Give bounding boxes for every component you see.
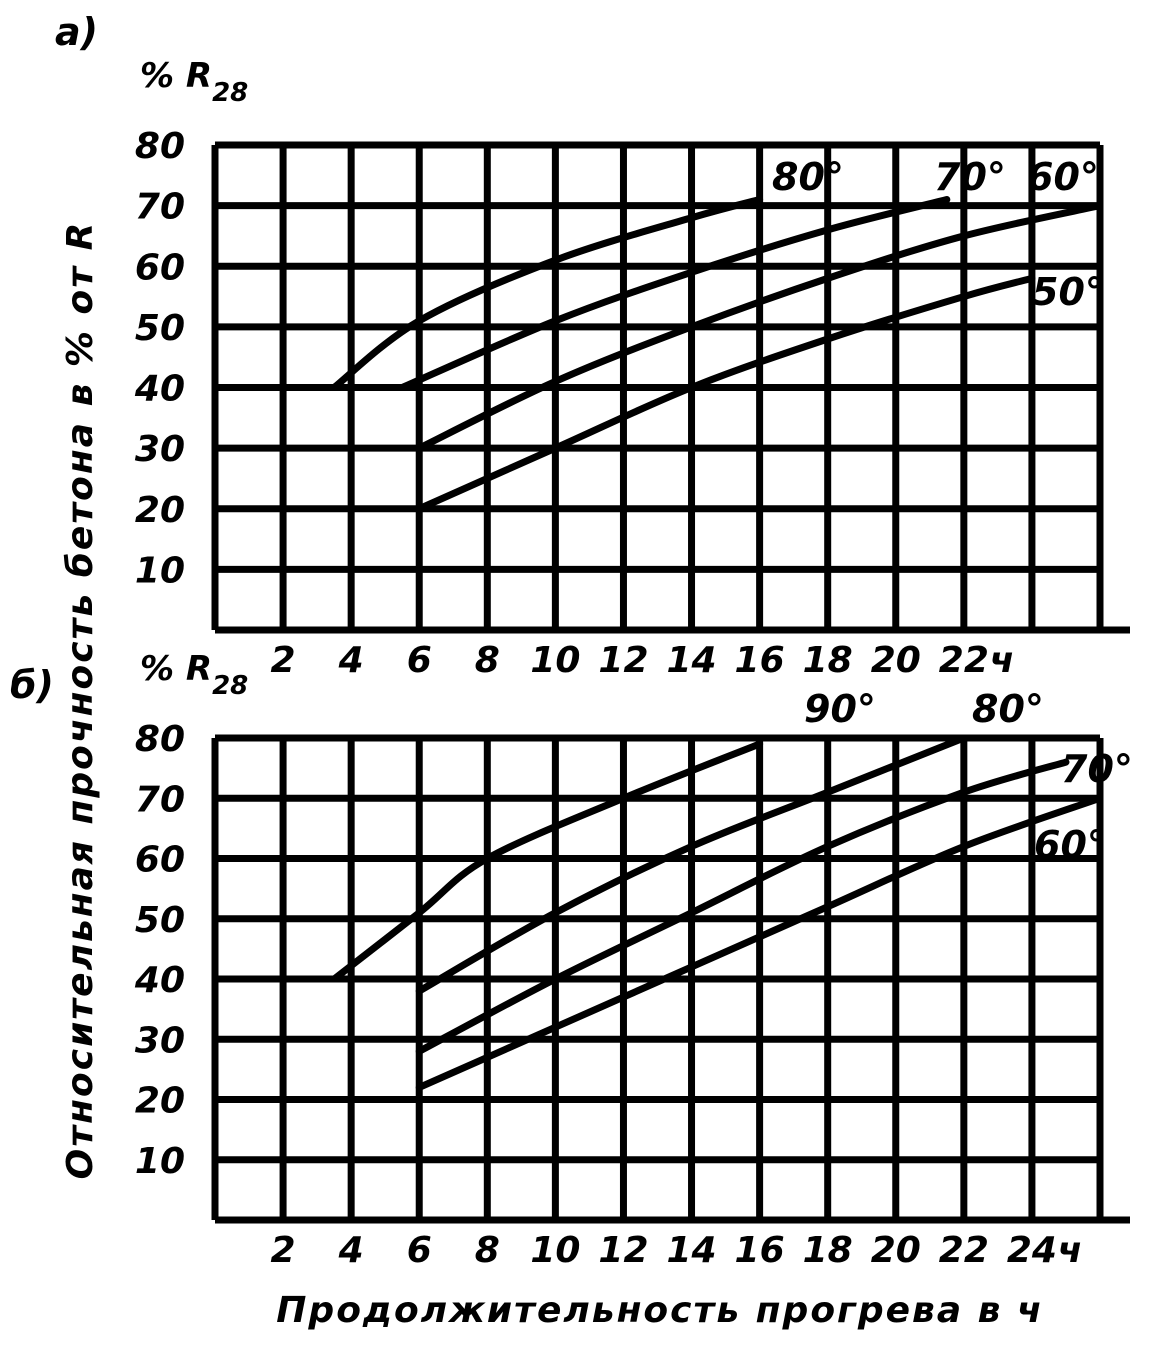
series-line bbox=[330, 196, 764, 391]
series-label: 60° bbox=[1027, 155, 1099, 199]
series-label: 70° bbox=[934, 155, 1006, 199]
x-tick-label: 22 bbox=[939, 640, 989, 681]
y-unit-subscript: 28 bbox=[212, 78, 248, 108]
y-unit-label: % R28 bbox=[140, 56, 248, 108]
y-unit-label: % R28 bbox=[140, 649, 248, 701]
x-tick-label: 6 bbox=[407, 640, 432, 681]
x-tick-label: 8 bbox=[475, 640, 500, 681]
x-tick-label: 16 bbox=[735, 1230, 785, 1271]
y-tick-label: 60 bbox=[135, 247, 185, 288]
series-line bbox=[330, 740, 764, 983]
panel-label: б) bbox=[10, 663, 54, 707]
x-tick-label: 12 bbox=[598, 640, 648, 681]
x-tick-label: 14 bbox=[666, 1230, 716, 1271]
y-tick-label: 30 bbox=[135, 1020, 185, 1061]
x-tick-label: 24 bbox=[1007, 1230, 1057, 1271]
x-tick-label: 22 bbox=[939, 1230, 989, 1271]
x-tick-label: 16 bbox=[735, 640, 785, 681]
x-tick-label: 12 bbox=[598, 1230, 648, 1271]
y-tick-label: 60 bbox=[135, 840, 185, 881]
y-tick-label: 10 bbox=[135, 1141, 185, 1182]
y-tick-label: 20 bbox=[135, 490, 185, 531]
y-tick-label: 40 bbox=[134, 960, 185, 1001]
panel-label: а) bbox=[55, 10, 98, 54]
series-label: 90° bbox=[804, 687, 876, 731]
x-tick-label: 10 bbox=[530, 640, 580, 681]
x-tick-label: 18 bbox=[803, 1230, 853, 1271]
x-axis-title: Продолжительность прогрева в ч bbox=[276, 1290, 1043, 1331]
series-line bbox=[415, 758, 1070, 1055]
series-label: 70° bbox=[1061, 747, 1133, 791]
y-tick-label: 30 bbox=[135, 429, 185, 470]
x-tick-label: 8 bbox=[475, 1230, 500, 1271]
x-tick-label: 14 bbox=[666, 640, 716, 681]
y-tick-label: 70 bbox=[135, 187, 185, 228]
series-label: 80° bbox=[772, 155, 844, 199]
x-tick-label: 2 bbox=[271, 640, 296, 681]
y-tick-label: 50 bbox=[135, 308, 185, 349]
x-tick-label: 2 bbox=[271, 1230, 296, 1271]
x-tick-label: 4 bbox=[338, 640, 364, 681]
x-unit-label: ч bbox=[990, 640, 1015, 681]
x-tick-label: 10 bbox=[530, 1230, 580, 1271]
x-unit-label: ч bbox=[1058, 1230, 1083, 1271]
x-tick-label: 4 bbox=[338, 1230, 364, 1271]
y-tick-label: 80 bbox=[135, 126, 185, 167]
y-tick-label: 70 bbox=[135, 779, 185, 820]
series-line bbox=[398, 196, 951, 391]
y-tick-label: 40 bbox=[134, 369, 185, 410]
y-axis-title: Относительная прочность бетона в % от R bbox=[60, 221, 101, 1180]
series-line bbox=[415, 794, 1104, 1091]
series-line bbox=[415, 202, 1104, 452]
series-label: 60° bbox=[1034, 823, 1106, 867]
x-tick-label: 20 bbox=[871, 1230, 921, 1271]
x-tick-label: 18 bbox=[803, 640, 853, 681]
series-label: 50° bbox=[1032, 270, 1104, 314]
y-tick-label: 20 bbox=[135, 1081, 185, 1122]
x-tick-label: 20 bbox=[871, 640, 921, 681]
panel-a-chart: 10 20 30 40 50 60 70 80 2 4 6 8 10 12 14 16 18 20 22 ч а) % R… bbox=[55, 10, 1130, 681]
y-unit-subscript: 28 bbox=[212, 671, 248, 701]
series-line bbox=[415, 274, 1036, 513]
y-tick-label: 50 bbox=[135, 900, 185, 941]
y-tick-label: 80 bbox=[135, 719, 185, 760]
series-line bbox=[415, 734, 968, 995]
series-label: 80° bbox=[972, 687, 1044, 731]
x-tick-label: 6 bbox=[407, 1230, 432, 1271]
y-tick-label: 10 bbox=[135, 550, 185, 591]
